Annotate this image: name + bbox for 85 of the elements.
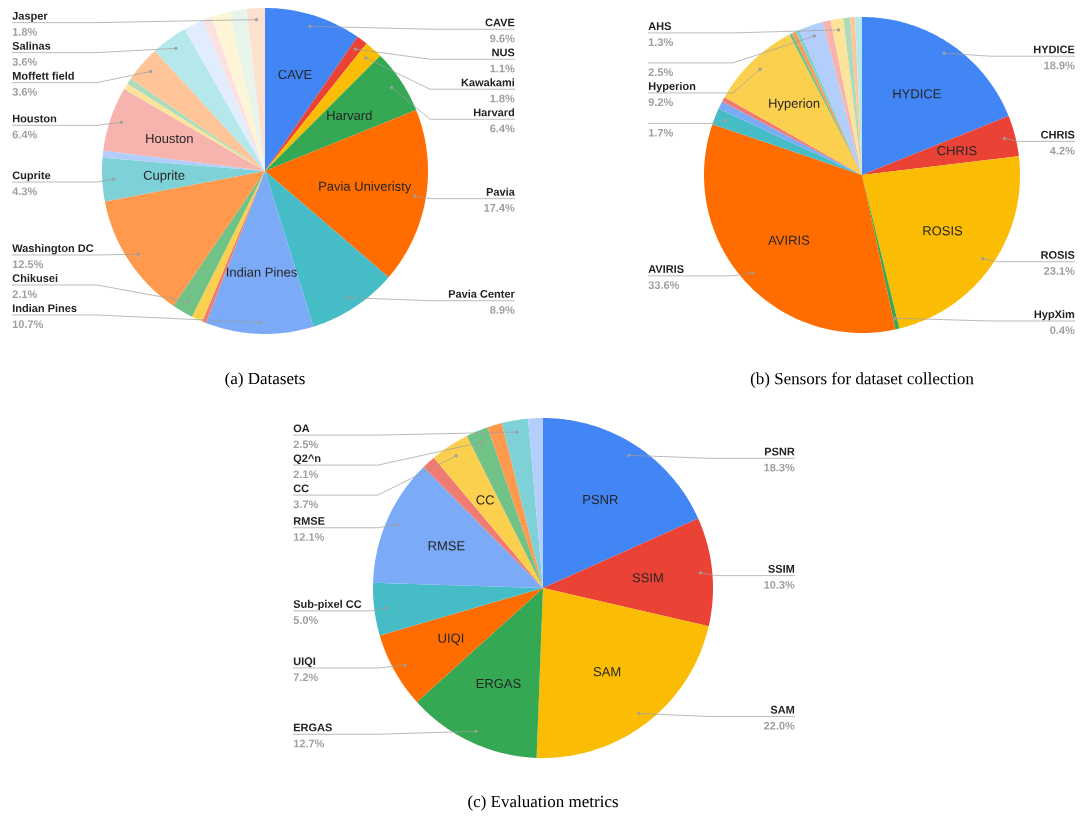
slice-label: ROSIS	[1041, 251, 1075, 259]
slice-label: Salinas	[12, 41, 51, 50]
data-label: 1.7%	[648, 128, 673, 137]
text: HYDICE	[893, 89, 941, 99]
text: RMSE	[428, 541, 465, 551]
data-label: 7.2%	[293, 673, 318, 682]
data-label: 22.0%	[764, 721, 795, 730]
data-label: 12.5%	[12, 260, 44, 269]
slice-label: OA	[293, 424, 310, 433]
slice-label: Washington DC	[12, 244, 94, 255]
text: ERGAS	[476, 678, 521, 689]
data-label: 2.5%	[648, 68, 673, 77]
text: PSNR	[583, 494, 618, 505]
text: CAVE	[278, 69, 312, 80]
text: CC	[476, 495, 495, 505]
text: SAM	[593, 667, 621, 677]
slice-label: Pavia Center	[448, 289, 515, 298]
data-label: 33.6%	[648, 281, 680, 289]
text: Hyperion	[769, 98, 820, 111]
slice-label: Jasper	[12, 12, 48, 22]
text: Harvard	[327, 110, 372, 121]
text: Pavia Univeristy	[319, 181, 412, 194]
text: Houston	[146, 134, 193, 144]
text: AVIRIS	[768, 235, 810, 245]
text: (a) Datasets	[225, 372, 305, 388]
data-label: 3.6%	[12, 87, 37, 96]
slice-label: HYDICE	[1034, 45, 1075, 54]
data-label: 1.3%	[648, 38, 673, 47]
text: Indian Pines	[226, 267, 297, 277]
data-label: 4.2%	[1049, 146, 1075, 155]
data-label: 18.3%	[764, 463, 795, 472]
data-label: 10.3%	[764, 580, 795, 589]
text: (b) Sensors for dataset collection	[750, 372, 974, 388]
slice-label: AVIRIS	[648, 265, 684, 273]
slice-label: NUS	[492, 48, 515, 57]
data-label: 2.1%	[12, 290, 37, 299]
slice-label: UIQI	[293, 657, 316, 668]
data-label: 23.1%	[1044, 267, 1075, 275]
data-label: 6.4%	[490, 124, 515, 133]
slice-label: HypXim	[1034, 310, 1075, 321]
slice-label: Chikusei	[12, 274, 58, 283]
data-label: 3.6%	[12, 57, 37, 66]
slice-label: PSNR	[764, 447, 795, 456]
data-label: 18.9%	[1044, 61, 1075, 70]
text: CHRIS	[937, 146, 977, 156]
slice-label: Pavia	[486, 187, 515, 196]
slice-label: ERGAS	[293, 723, 332, 732]
data-label: 0.4%	[1050, 326, 1075, 335]
text: (c) Evaluation metrics	[468, 795, 618, 811]
data-label: 12.7%	[293, 739, 325, 748]
data-label: 1.8%	[490, 94, 515, 103]
slice-label: RMSE	[293, 517, 325, 525]
data-label: 9.2%	[648, 98, 673, 107]
slice-label: Moffett field	[12, 71, 74, 80]
data-label: 6.4%	[12, 130, 37, 139]
slice-label: Harvard	[473, 108, 515, 117]
slice-label: CAVE	[485, 18, 515, 27]
slice-label: Kawakami	[461, 78, 515, 87]
data-label: 2.1%	[293, 470, 318, 479]
data-label: 4.3%	[12, 187, 37, 196]
data-label: 17.4%	[484, 203, 515, 212]
data-label: 3.7%	[293, 500, 318, 509]
slice-label: Sub-pixel CC	[293, 599, 362, 611]
text: UIQI	[438, 633, 464, 646]
text: Cuprite	[143, 170, 185, 183]
slice-label: SSIM	[768, 564, 795, 573]
slice-label: Houston	[12, 114, 57, 123]
data-label: 8.9%	[490, 306, 515, 314]
slice-label: Cuprite	[12, 171, 51, 182]
data-label: 2.5%	[293, 440, 318, 449]
data-label: 5.0%	[293, 616, 318, 624]
slice-label: Hyperion	[648, 81, 696, 93]
slice-label: CHRIS	[1041, 130, 1075, 139]
data-label: 1.8%	[12, 27, 37, 36]
slice-label: CC	[293, 484, 309, 493]
slice-label: SAM	[770, 705, 795, 714]
data-label: 12.1%	[293, 533, 325, 541]
slice-label: AHS	[648, 22, 671, 31]
text: SSIM	[632, 573, 663, 583]
data-label: 9.6%	[490, 34, 515, 43]
slice-label: Indian Pines	[12, 304, 77, 313]
data-label: 10.7%	[12, 320, 44, 329]
text: ROSIS	[923, 226, 963, 236]
slice-label: Q2^n	[293, 454, 321, 465]
data-label: 1.1%	[490, 64, 515, 73]
